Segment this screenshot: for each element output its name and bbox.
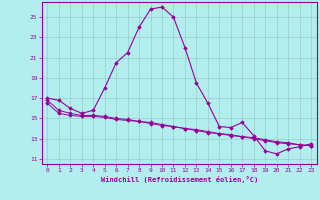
X-axis label: Windchill (Refroidissement éolien,°C): Windchill (Refroidissement éolien,°C) [100, 176, 258, 183]
